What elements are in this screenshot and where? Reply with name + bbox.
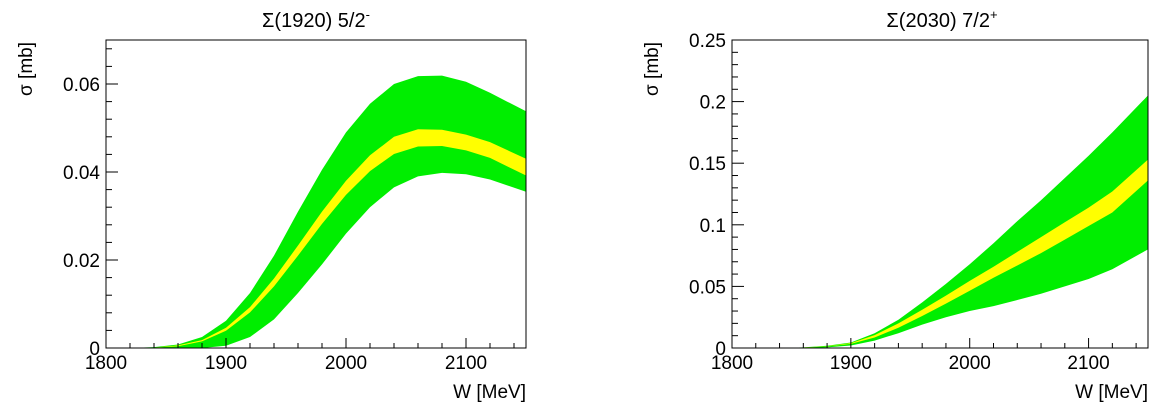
x-tick-label: 1900	[830, 353, 872, 374]
x-axis-title: W [MeV]	[1075, 382, 1148, 403]
y-tick-label: 0	[89, 339, 100, 360]
inner-band	[130, 129, 526, 348]
y-axis-title: σ [mb]	[642, 42, 663, 96]
panel-sigma-1920: Σ(1920) 5/2- 1800 1900 2000 2100 0 0.02 0.04 0.…	[16, 7, 527, 403]
x-tick-label: 2100	[1067, 353, 1109, 374]
y-tick-label: 0.06	[63, 75, 100, 96]
plot-frame	[105, 39, 527, 349]
y-tick-label: 0.02	[63, 251, 100, 272]
y-tick-label: 0.15	[689, 154, 726, 175]
x-tick-label: 1800	[711, 353, 753, 374]
x-tick-label: 1900	[205, 353, 247, 374]
x-tick-label: 2100	[445, 353, 487, 374]
x-tick-label: 2000	[949, 353, 991, 374]
band-group	[779, 95, 1148, 349]
y-tick-label: 0.04	[63, 163, 100, 184]
chart-title: Σ(2030) 7/2+	[886, 7, 997, 32]
y-tick-label: 0.25	[689, 31, 726, 52]
outer-band	[779, 95, 1148, 349]
panel-sigma-2030: Σ(2030) 7/2+ 1800 1900 2000 2100 0 0.05 0.1 0.1…	[642, 7, 1149, 403]
y-tick-label: 0.1	[700, 216, 726, 237]
plot-frame	[731, 39, 1149, 349]
tick-label-group: 1800 1900 2000 2100 0 0.05 0.1 0.15 0.2 0.25	[689, 31, 1110, 374]
tick-label-group: 1800 1900 2000 2100 0 0.02 0.04 0.06	[63, 75, 487, 374]
tick-group	[105, 48, 515, 349]
x-axis-title: W [MeV]	[453, 382, 526, 403]
x-tick-label: 1800	[85, 353, 127, 374]
y-tick-label: 0.2	[700, 93, 726, 114]
x-tick-label: 2000	[325, 353, 367, 374]
tick-group	[731, 39, 1137, 349]
chart-title: Σ(1920) 5/2-	[262, 7, 370, 32]
y-tick-label: 0	[715, 339, 726, 360]
y-axis-title: σ [mb]	[16, 42, 37, 96]
band-group	[130, 75, 526, 348]
y-tick-label: 0.05	[689, 277, 726, 298]
